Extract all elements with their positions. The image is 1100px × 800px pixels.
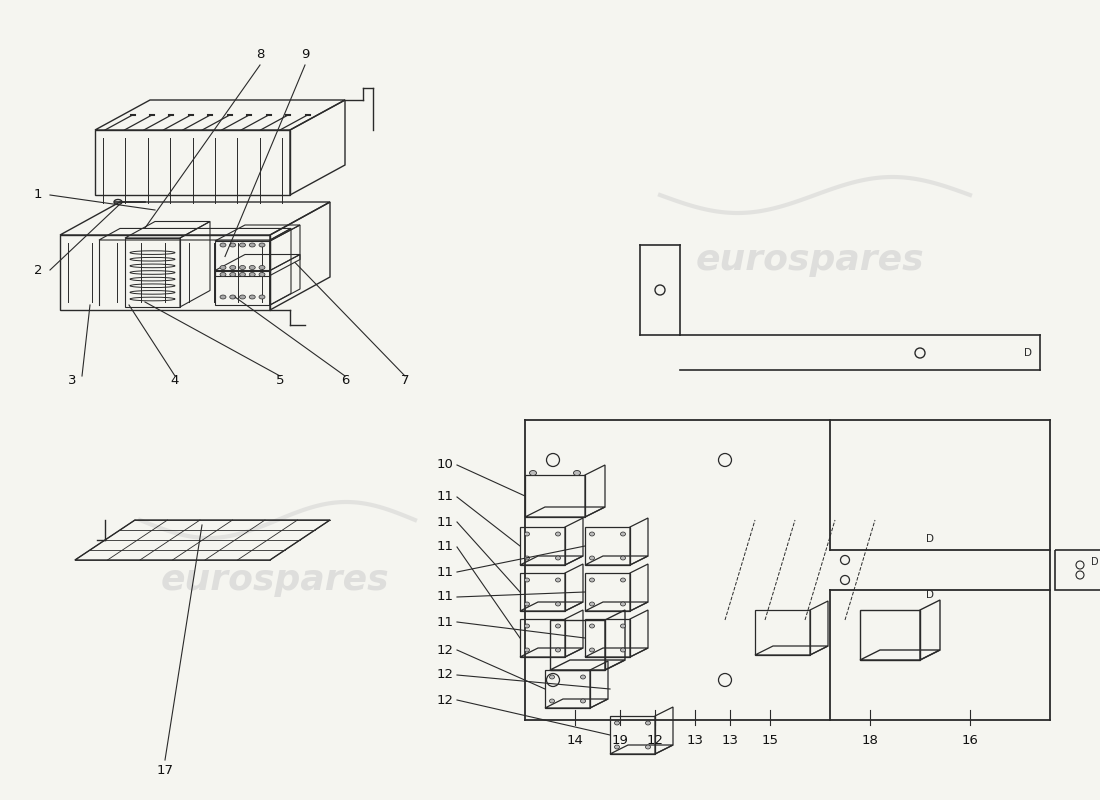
Ellipse shape [590, 556, 594, 560]
Text: 13: 13 [686, 734, 704, 746]
Text: 12: 12 [437, 694, 453, 706]
Ellipse shape [529, 470, 537, 475]
Ellipse shape [525, 578, 529, 582]
Ellipse shape [525, 556, 529, 560]
Ellipse shape [556, 578, 561, 582]
Ellipse shape [615, 721, 619, 725]
Text: 11: 11 [437, 590, 453, 603]
Ellipse shape [590, 602, 594, 606]
Ellipse shape [258, 295, 265, 299]
Ellipse shape [620, 532, 626, 536]
Ellipse shape [240, 273, 245, 277]
Text: 11: 11 [437, 490, 453, 503]
Ellipse shape [581, 675, 585, 679]
Ellipse shape [250, 273, 255, 277]
Ellipse shape [250, 266, 255, 270]
Ellipse shape [581, 699, 585, 703]
Ellipse shape [556, 624, 561, 628]
Text: D: D [1024, 348, 1032, 358]
Text: 14: 14 [566, 734, 583, 746]
Text: eurospares: eurospares [161, 563, 389, 597]
Text: 11: 11 [437, 515, 453, 529]
Text: 5: 5 [276, 374, 284, 386]
Text: 4: 4 [170, 374, 179, 386]
Ellipse shape [646, 721, 650, 725]
Ellipse shape [230, 243, 235, 247]
Text: 11: 11 [437, 541, 453, 554]
Ellipse shape [646, 745, 650, 749]
Ellipse shape [525, 532, 529, 536]
Ellipse shape [615, 745, 619, 749]
Ellipse shape [220, 295, 225, 299]
Ellipse shape [525, 624, 529, 628]
Ellipse shape [620, 578, 626, 582]
Ellipse shape [620, 648, 626, 652]
Ellipse shape [525, 648, 529, 652]
Ellipse shape [590, 648, 594, 652]
Text: D: D [926, 534, 934, 544]
Text: 18: 18 [861, 734, 879, 746]
Text: 9: 9 [300, 49, 309, 62]
Text: 17: 17 [156, 763, 174, 777]
Ellipse shape [230, 266, 235, 270]
Ellipse shape [556, 556, 561, 560]
Ellipse shape [550, 675, 554, 679]
Text: 12: 12 [437, 643, 453, 657]
Text: 2: 2 [34, 263, 42, 277]
Ellipse shape [258, 273, 265, 277]
Ellipse shape [220, 273, 225, 277]
Ellipse shape [250, 243, 255, 247]
Ellipse shape [550, 699, 554, 703]
Text: 12: 12 [647, 734, 663, 746]
Ellipse shape [258, 266, 265, 270]
Bar [1055, 550, 1100, 590]
Text: 6: 6 [341, 374, 349, 386]
Ellipse shape [620, 556, 626, 560]
Ellipse shape [230, 295, 235, 299]
Ellipse shape [590, 624, 594, 628]
Ellipse shape [525, 602, 529, 606]
Ellipse shape [220, 266, 225, 270]
Text: 12: 12 [437, 669, 453, 682]
Ellipse shape [556, 648, 561, 652]
Text: 3: 3 [68, 374, 76, 386]
Text: 11: 11 [437, 615, 453, 629]
Ellipse shape [556, 532, 561, 536]
Text: D: D [1091, 557, 1099, 567]
Text: eurospares: eurospares [695, 243, 924, 277]
Ellipse shape [556, 602, 561, 606]
Ellipse shape [250, 295, 255, 299]
Ellipse shape [230, 273, 235, 277]
Text: D: D [926, 590, 934, 600]
Text: 10: 10 [437, 458, 453, 471]
Text: 1: 1 [34, 189, 42, 202]
Ellipse shape [240, 243, 245, 247]
Ellipse shape [590, 578, 594, 582]
Ellipse shape [240, 295, 245, 299]
Ellipse shape [220, 243, 225, 247]
Text: 19: 19 [612, 734, 628, 746]
Text: 13: 13 [722, 734, 738, 746]
Ellipse shape [240, 266, 245, 270]
Text: 7: 7 [400, 374, 409, 386]
Text: 8: 8 [256, 49, 264, 62]
Text: 16: 16 [961, 734, 978, 746]
Ellipse shape [620, 624, 626, 628]
Ellipse shape [573, 470, 581, 475]
Text: 11: 11 [437, 566, 453, 578]
Ellipse shape [590, 532, 594, 536]
Text: 15: 15 [761, 734, 779, 746]
Ellipse shape [620, 602, 626, 606]
Ellipse shape [258, 243, 265, 247]
